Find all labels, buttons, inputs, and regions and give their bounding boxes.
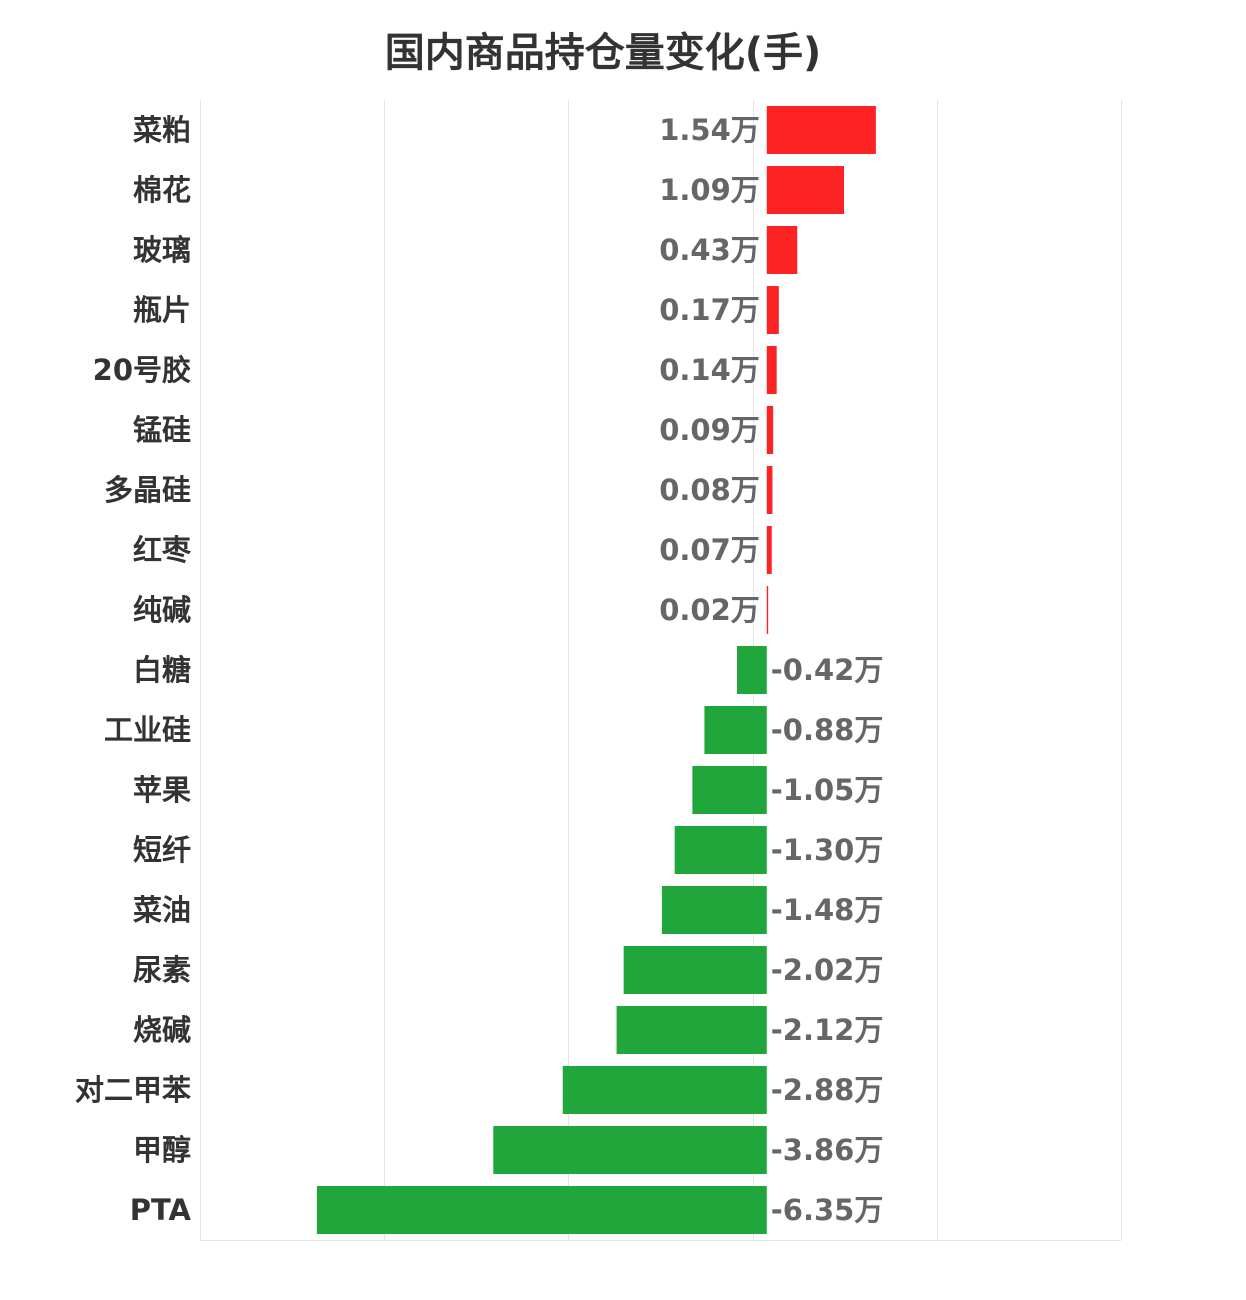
bar — [766, 226, 798, 274]
data-label: 0.02万 — [659, 593, 760, 627]
data-label: -1.30万 — [771, 833, 884, 867]
bar — [562, 1066, 767, 1114]
data-label: 0.43万 — [659, 233, 760, 267]
bar — [766, 166, 844, 214]
data-label: -2.12万 — [771, 1013, 884, 1047]
data-label: -6.35万 — [771, 1193, 884, 1227]
category-label: 玻璃 — [133, 233, 191, 267]
bar — [493, 1126, 767, 1174]
data-label: 0.07万 — [659, 533, 760, 567]
bar — [316, 1186, 767, 1234]
category-label: 工业硅 — [104, 713, 191, 747]
bar — [766, 346, 777, 394]
data-label: 1.09万 — [659, 173, 760, 207]
bar — [766, 106, 876, 154]
bar — [704, 706, 767, 754]
data-label: -0.88万 — [771, 713, 884, 747]
data-label: -1.48万 — [771, 893, 884, 927]
data-label: -3.86万 — [771, 1133, 884, 1167]
category-label: 短纤 — [133, 833, 191, 867]
category-label: 尿素 — [133, 953, 191, 987]
category-label: 菜油 — [133, 893, 191, 927]
bar — [661, 886, 767, 934]
data-label: -1.05万 — [771, 773, 884, 807]
data-label: -0.42万 — [771, 653, 884, 687]
bar — [616, 1006, 767, 1054]
category-label: 瓶片 — [133, 293, 191, 327]
data-label: -2.88万 — [771, 1073, 884, 1107]
category-label: 甲醇 — [133, 1133, 191, 1167]
bar — [737, 646, 767, 694]
category-label: 白糖 — [133, 653, 191, 687]
category-label: 锰硅 — [133, 413, 191, 447]
bar — [766, 586, 769, 634]
bar — [766, 526, 772, 574]
category-label: 烧碱 — [133, 1013, 191, 1047]
bar — [623, 946, 767, 994]
bar-layer — [316, 106, 876, 1234]
data-label: 0.08万 — [659, 473, 760, 507]
category-label: PTA — [130, 1193, 192, 1227]
data-label: -2.02万 — [771, 953, 884, 987]
chart-title: 国内商品持仓量变化(手) — [384, 30, 822, 76]
data-label: 0.09万 — [659, 413, 760, 447]
category-label: 多晶硅 — [104, 473, 191, 507]
bar — [692, 766, 767, 814]
category-label: 20号胶 — [93, 353, 191, 387]
data-label: 0.14万 — [659, 353, 760, 387]
bar — [766, 466, 773, 514]
category-label: 对二甲苯 — [75, 1073, 191, 1107]
bar — [766, 406, 774, 454]
category-label: 纯碱 — [133, 593, 191, 627]
bar — [674, 826, 767, 874]
category-label: 棉花 — [133, 173, 191, 207]
category-label: 苹果 — [133, 773, 191, 807]
category-label: 红枣 — [133, 533, 192, 567]
data-label: 1.54万 — [659, 113, 760, 147]
bar — [766, 286, 779, 334]
grid-layer — [200, 100, 1122, 1241]
category-label: 菜粕 — [133, 113, 191, 147]
data-label: 0.17万 — [659, 293, 760, 327]
